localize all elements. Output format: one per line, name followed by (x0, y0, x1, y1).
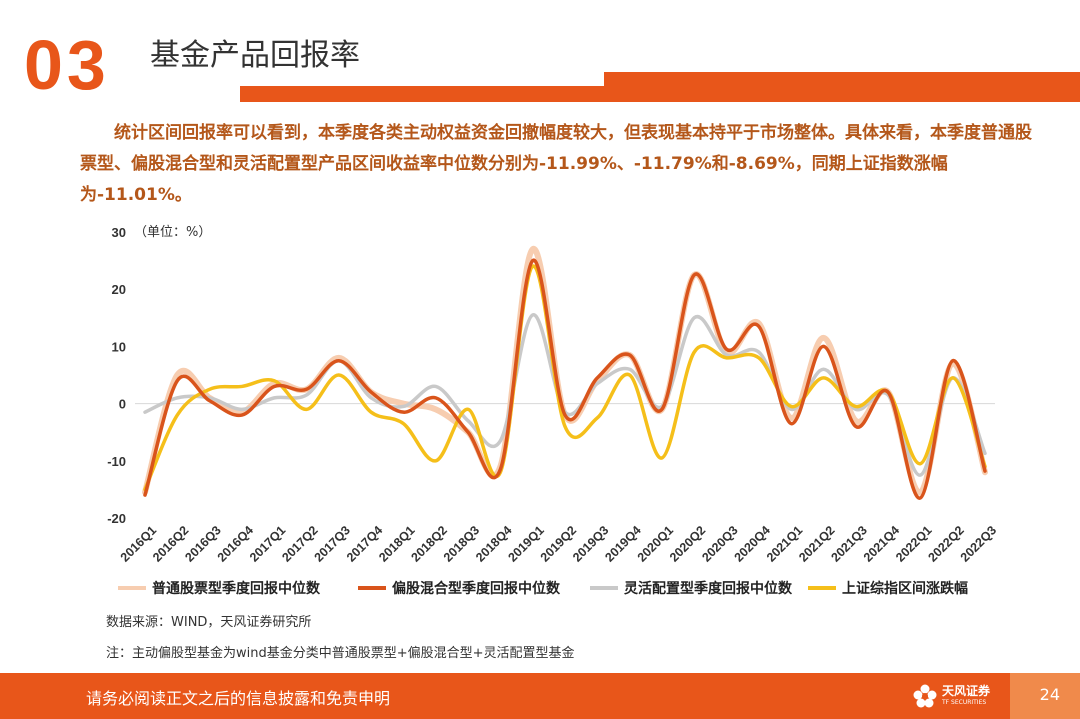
header-accent-bar (604, 72, 1080, 86)
chart-note: 注：主动偏股型基金为wind基金分类中普通股票型+偏股混合型+灵活配置型基金 (106, 646, 575, 661)
series-line-3 (143, 313, 987, 477)
intro-text: 统计区间回报率可以看到，本季度各类主动权益资金回撤幅度较大，但表现基本持平于市场… (80, 123, 1032, 205)
y-unit-label: （单位：%） (134, 225, 211, 240)
disclaimer-text: 请务必阅读正文之后的信息披露和免责申明 (86, 689, 391, 708)
series-line-4 (143, 264, 987, 492)
legend-label-4: 上证综指区间涨跌幅 (842, 580, 968, 597)
logo-english-name: TF SECURITIES (942, 699, 987, 706)
line-chart-svg: 3020100-10-20（单位：%）2016Q12016Q22016Q3201… (107, 225, 999, 597)
data-source: 数据来源：WIND，天风证券研究所 (106, 615, 312, 630)
intro-paragraph: 统计区间回报率可以看到，本季度各类主动权益资金回撤幅度较大，但表现基本持平于市场… (80, 118, 1040, 211)
page-title: 基金产品回报率 (150, 38, 360, 73)
legend-label-2: 偏股混合型季度回报中位数 (392, 580, 561, 597)
y-tick-label: -10 (107, 454, 126, 469)
logo-chinese-name: 天风证券 (942, 684, 991, 698)
series-line-1 (142, 246, 988, 496)
series-line-2 (143, 258, 987, 500)
legend-label-3: 灵活配置型季度回报中位数 (624, 580, 793, 597)
footer-bar: 请务必阅读正文之后的信息披露和免责申明 天风证券 TF SECURITIES 2… (0, 673, 1080, 719)
y-tick-label: 30 (112, 225, 126, 240)
x-tick-label: 2022Q3 (958, 523, 999, 564)
y-tick-label: 0 (119, 397, 126, 412)
page-number-box (1010, 673, 1080, 719)
page-number: 24 (1039, 685, 1060, 704)
company-logo: 天风证券 TF SECURITIES (912, 679, 1022, 713)
y-tick-label: 10 (112, 339, 126, 354)
flower-logo-icon (913, 684, 937, 708)
legend-label-1: 普通股票型季度回报中位数 (152, 580, 321, 597)
section-number: 03 (24, 26, 110, 104)
return-chart: 30 20 10 0 -10 -20 （单位：%） 2016Q1 2016Q2 2016Q3 201… (0, 215, 1080, 610)
y-tick-label: 20 (112, 282, 126, 297)
header-divider-bar (240, 86, 1080, 102)
y-tick-label: -20 (107, 511, 126, 526)
